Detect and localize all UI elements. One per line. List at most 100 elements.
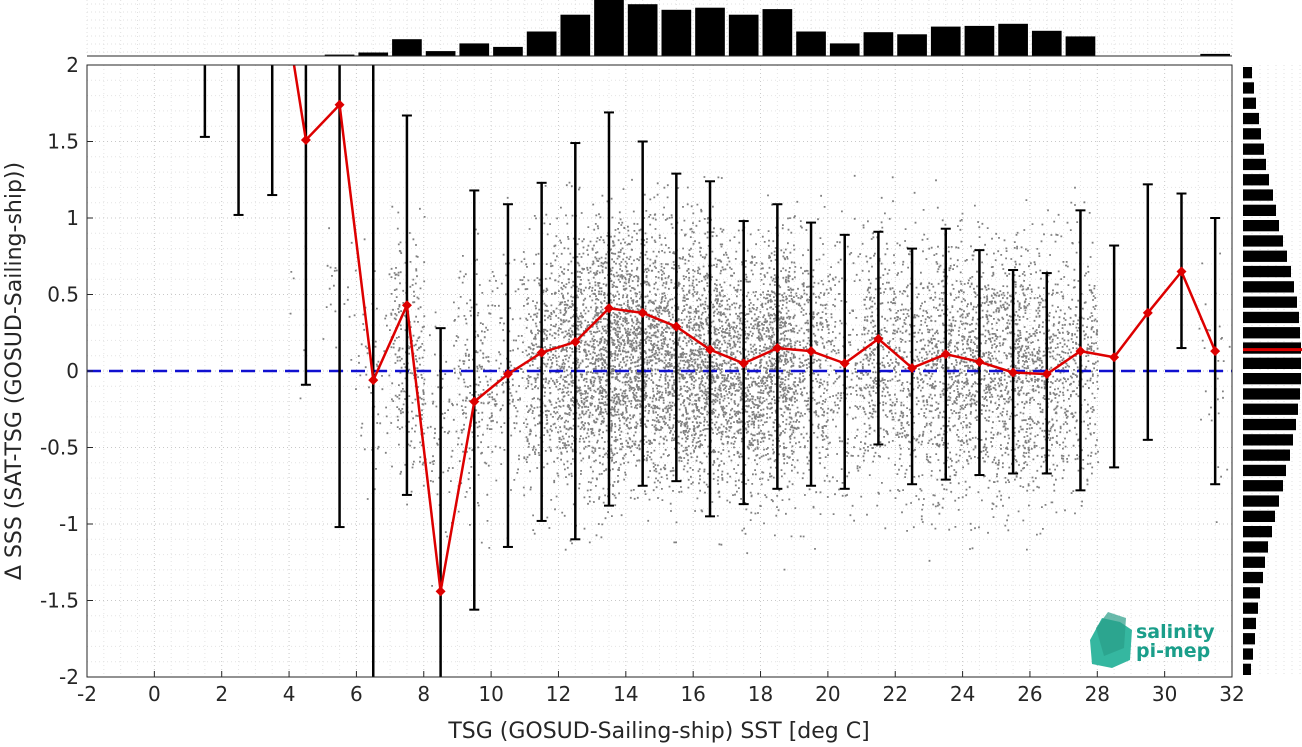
mean-marker [469, 396, 480, 407]
y-tick-label: 2 [66, 53, 79, 77]
y-axis-ticks: -2 -1.5 -1 -0.5 0 0.5 1 1.5 2 [40, 53, 93, 689]
mean-marker [907, 362, 918, 373]
logo-text-line1: salinity [1136, 621, 1215, 643]
right-histogram-bar [1243, 204, 1276, 216]
top-histogram-bar [627, 4, 658, 56]
right-histogram [1243, 65, 1302, 677]
x-tick-label: 30 [1152, 682, 1177, 706]
mean-marker [1075, 346, 1086, 357]
logo-text-line2: pi-mep [1136, 640, 1210, 662]
right-histogram-bar [1243, 342, 1301, 354]
right-histogram-bar [1243, 495, 1279, 507]
right-histogram-bar [1243, 82, 1254, 94]
right-histogram-bar [1243, 388, 1300, 400]
x-tick-label: 2 [215, 682, 228, 706]
x-tick-label: 16 [680, 682, 705, 706]
right-histogram-bar [1243, 449, 1290, 461]
mean-marker [1109, 352, 1120, 363]
right-histogram-bar [1243, 571, 1263, 584]
top-histogram-bar [425, 51, 456, 56]
x-tick-label: 8 [417, 682, 430, 706]
mean-marker [334, 99, 345, 110]
y-tick-label: -2 [59, 665, 79, 689]
top-histogram-bars [291, 0, 1230, 57]
x-axis-ticks: -2 0 2 4 6 8 10 12 14 16 18 20 22 24 26 28 30 32 [77, 671, 1245, 706]
mean-marker [1210, 346, 1221, 357]
top-histogram-bar [493, 46, 523, 56]
mean-marker [806, 346, 817, 357]
mean-marker [974, 356, 985, 367]
right-histogram-bar [1243, 541, 1268, 553]
top-histogram-bar [1065, 36, 1096, 56]
mean-marker [940, 349, 951, 360]
right-histogram-bar [1243, 220, 1279, 232]
right-histogram-bar [1243, 510, 1275, 522]
right-histogram-bar [1243, 67, 1252, 79]
mean-marker [603, 303, 614, 314]
top-histogram-bar [762, 9, 793, 57]
mean-marker [772, 343, 783, 354]
x-tick-label: 0 [148, 682, 161, 706]
x-tick-label: 26 [1017, 682, 1042, 706]
mean-marker [401, 300, 412, 311]
top-histogram-bar [594, 0, 624, 56]
right-histogram-bar [1243, 235, 1283, 247]
top-histogram-grid [86, 0, 1233, 56]
right-histogram-bar [1243, 480, 1283, 492]
top-histogram-bar [661, 9, 692, 57]
x-tick-label: 22 [883, 682, 908, 706]
mean-marker [1176, 266, 1187, 277]
y-tick-label: 0 [66, 359, 79, 383]
right-histogram-bar [1243, 327, 1300, 339]
x-tick-label: 4 [283, 682, 296, 706]
mean-marker [671, 321, 682, 332]
y-tick-label: -0.5 [40, 436, 79, 460]
y-tick-label: -1 [59, 512, 79, 536]
top-histogram-bar [964, 25, 995, 56]
mean-marker [536, 347, 547, 358]
right-histogram-bar [1243, 403, 1298, 415]
top-histogram-bar [796, 31, 826, 56]
x-tick-label: 32 [1219, 682, 1244, 706]
mean-marker [300, 134, 311, 145]
right-histogram-bar [1243, 128, 1261, 140]
right-histogram-bar [1243, 281, 1294, 293]
mean-marker [839, 358, 850, 369]
right-histogram-bar [1243, 602, 1258, 614]
mean-marker [1008, 367, 1019, 378]
right-histogram-bar [1243, 587, 1260, 599]
top-histogram-bar [1200, 53, 1230, 56]
right-histogram-bar [1243, 158, 1266, 171]
x-tick-label: -2 [77, 682, 97, 706]
top-histogram-bar [324, 54, 355, 56]
top-histogram-bar [695, 7, 725, 56]
x-tick-label: 18 [748, 682, 773, 706]
mean-marker [1041, 369, 1052, 380]
mean-marker [738, 358, 749, 369]
x-tick-label: 6 [350, 682, 363, 706]
right-histogram-bar [1243, 265, 1291, 278]
top-histogram-bar [897, 34, 927, 56]
right-histogram-bar [1243, 526, 1272, 538]
salinity-pimep-logo: salinity pi-mep [1090, 612, 1215, 668]
right-histogram-bar [1243, 434, 1293, 446]
right-histogram-bar [1243, 418, 1296, 431]
right-histogram-bar [1243, 556, 1265, 568]
mean-marker [570, 336, 581, 347]
top-histogram-bar [728, 14, 759, 56]
mean-marker [502, 369, 513, 380]
top-histogram-bar [998, 23, 1028, 56]
top-histogram-bar [526, 31, 557, 56]
y-tick-label: 1 [66, 206, 79, 230]
x-tick-label: 10 [478, 682, 503, 706]
x-tick-label: 14 [613, 682, 638, 706]
mean-marker [435, 586, 446, 597]
y-tick-label: 1.5 [47, 130, 79, 154]
x-tick-label: 24 [950, 682, 975, 706]
y-axis-label: Δ SSS (SAT-TSG (GOSUD-Sailing-ship)) [2, 162, 27, 580]
top-histogram-bar [930, 26, 961, 56]
right-histogram-bar [1243, 663, 1251, 675]
right-histogram-bar [1243, 311, 1299, 324]
right-histogram-bar [1243, 633, 1255, 645]
